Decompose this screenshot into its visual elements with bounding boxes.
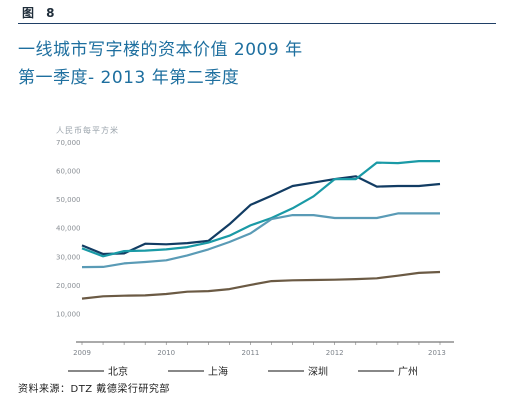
- y-tick-label: 20,000: [56, 282, 81, 290]
- legend-label: 深圳: [308, 366, 328, 378]
- source-note: 资料来源：DTZ 戴德梁行研究部: [18, 384, 170, 395]
- x-tick-label: 2012: [326, 349, 344, 357]
- x-axis: 2009 2010 2011 2012 2013: [73, 341, 454, 357]
- series-line-上海: [81, 160, 440, 258]
- legend: 北京 上海 深圳 广州: [68, 365, 418, 378]
- series-line-北京: [81, 175, 441, 256]
- y-tick-label: 40,000: [56, 225, 81, 233]
- y-tick-label: 50,000: [56, 196, 81, 204]
- x-tick-label: 2013: [428, 349, 446, 357]
- y-tick-label: 10,000: [56, 310, 81, 318]
- y-tick-label: 60,000: [56, 168, 81, 176]
- series-line-广州: [81, 270, 441, 300]
- y-ticks: 10,000 20,000 30,000 40,000 50,000 60,000 70,0…: [56, 139, 81, 318]
- legend-label: 上海: [208, 365, 228, 378]
- chart-title: 一线城市写字楼的资本价值 2009 年第一季度- 2013 年第二季度: [18, 40, 303, 88]
- legend-label: 北京: [108, 365, 128, 378]
- legend-label: 广州: [398, 366, 418, 378]
- series-line-深圳: [81, 212, 440, 269]
- x-tick-label: 2011: [242, 349, 260, 357]
- y-tick-label: 70,000: [56, 139, 81, 147]
- figure-label: 图 8: [22, 6, 59, 20]
- x-tick-label: 2009: [73, 349, 91, 357]
- series-lines: [81, 160, 441, 300]
- y-axis-label: 人民币每平方米: [56, 126, 119, 135]
- y-tick-label: 30,000: [56, 253, 81, 261]
- x-tick-label: 2010: [157, 349, 175, 357]
- figure-rule: [18, 23, 496, 24]
